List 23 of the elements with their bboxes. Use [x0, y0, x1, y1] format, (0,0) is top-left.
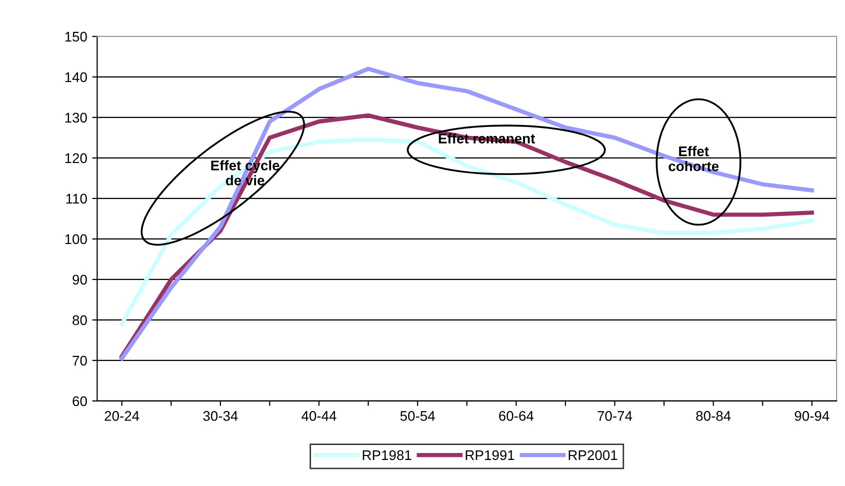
y-tick-label: 100 — [65, 234, 87, 244]
y-tick-label: 130 — [65, 112, 87, 123]
line-series — [120, 66, 814, 361]
x-tick-label: 40-44 — [302, 411, 336, 421]
x-tick-label: 70-74 — [598, 411, 632, 421]
x-tick-label: 50-54 — [400, 411, 435, 421]
y-tick-label: 80 — [72, 315, 87, 326]
y-tick-label: 60 — [72, 396, 87, 406]
legend-label: RP1991 — [466, 450, 514, 460]
y-tick-label: 110 — [66, 194, 87, 204]
x-tick-label: 30-34 — [203, 411, 238, 421]
y-tick-label: 90 — [72, 274, 87, 285]
x-tick-label: 60-64 — [499, 411, 534, 421]
x-tick-label: 80-84 — [696, 411, 731, 421]
y-tick-label: 120 — [65, 153, 87, 164]
y-tick-label: 140 — [65, 72, 87, 82]
legend-label: RP1981 — [362, 450, 412, 460]
y-tick-label: 150 — [65, 32, 87, 42]
y-tick-label: 70 — [72, 356, 87, 366]
x-tick-label: 90-94 — [794, 411, 830, 421]
legend-label: RP2001 — [568, 450, 618, 460]
x-tick-label: 20-24 — [104, 411, 140, 421]
annotation: Effet cohorte — [668, 146, 719, 172]
